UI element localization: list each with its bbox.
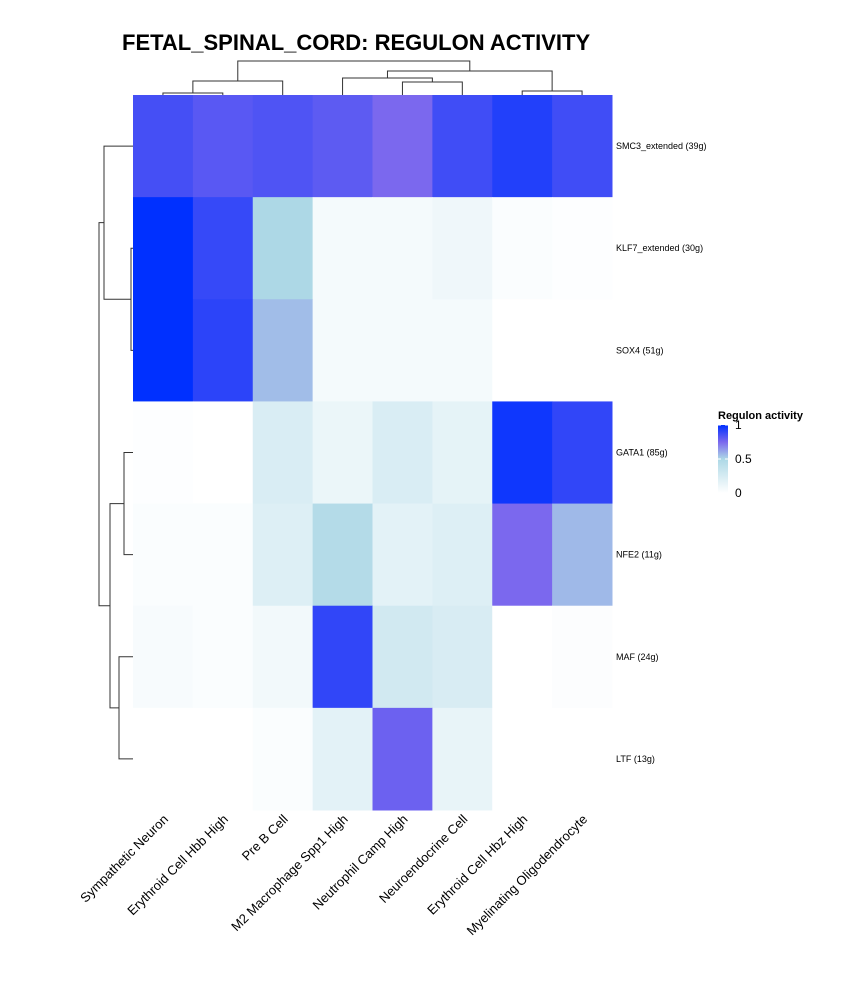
heatmap-cell <box>133 707 194 811</box>
row-labels: SMC3_extended (39g) KLF7_extended (30g) SO… <box>616 141 707 764</box>
heatmap-cell <box>492 503 553 607</box>
heatmap-cell <box>133 401 194 505</box>
dendrogram-branch <box>237 60 471 81</box>
row-label: GATA1 (85g) <box>616 448 668 458</box>
heatmap-cell <box>192 401 254 505</box>
dendrogram-branch <box>342 77 433 95</box>
column-label: Myelinating Oligodendrocyte <box>464 812 591 939</box>
heatmap-cell <box>432 707 493 811</box>
heatmap-cell <box>252 707 314 811</box>
dendrogram-branch <box>521 90 583 95</box>
dendrogram-branch <box>118 656 133 760</box>
heatmap-cell <box>133 95 194 198</box>
heatmap-cell <box>133 197 194 300</box>
heatmap-cell <box>552 95 613 198</box>
legend: Regulon activity 0 0.5 1 <box>718 410 804 500</box>
dendrogram-branch <box>162 92 224 95</box>
heatmap-cell <box>372 197 433 300</box>
heatmap-cell <box>252 95 314 198</box>
heatmap-cell <box>192 503 254 607</box>
dendrogram-branch <box>123 452 133 556</box>
heatmap-cell <box>252 197 314 300</box>
heatmap-cell <box>192 95 254 198</box>
heatmap-cell <box>133 605 194 709</box>
heatmap-cell <box>552 401 613 505</box>
legend-colorbar <box>718 425 728 493</box>
dendrogram-branch <box>109 503 124 709</box>
heatmap-cell <box>312 299 373 402</box>
row-label: SOX4 (51g) <box>616 345 664 355</box>
column-dendrogram <box>162 60 583 95</box>
heatmap-cell <box>492 95 553 198</box>
row-label: NFE2 (11g) <box>616 550 662 560</box>
legend-title: Regulon activity <box>718 410 804 422</box>
heatmap-cell <box>372 707 433 811</box>
heatmap-cell <box>312 707 373 811</box>
legend-tick-label: 0.5 <box>735 452 752 466</box>
heatmap-cell <box>552 707 613 811</box>
row-label: LTF (13g) <box>616 754 655 764</box>
heatmap-cell <box>432 503 493 607</box>
heatmap-cell <box>252 401 314 505</box>
heatmap-cell <box>432 299 493 402</box>
heatmap-cell <box>432 605 493 709</box>
column-label: M2 Macrophage Spp1 High <box>228 812 351 935</box>
heatmap-cell <box>252 503 314 607</box>
heatmap-cells <box>133 95 613 811</box>
heatmap-cell <box>252 299 314 402</box>
legend-tick-label: 0 <box>735 486 742 500</box>
heatmap-cell <box>252 605 314 709</box>
heatmap-cell <box>312 401 373 505</box>
heatmap-cell <box>312 503 373 607</box>
column-label: Pre B Cell <box>239 811 291 863</box>
row-dendrogram <box>98 145 133 760</box>
heatmap-cell <box>432 401 493 505</box>
heatmap-cell <box>372 299 433 402</box>
column-label: Erythroid Cell Hbb High <box>124 812 231 919</box>
heatmap-cell <box>312 95 373 198</box>
heatmap-cell <box>432 197 493 300</box>
heatmap-cell <box>372 95 433 198</box>
row-label: MAF (24g) <box>616 652 659 662</box>
heatmap-cell <box>192 605 254 709</box>
heatmap-cell <box>432 95 493 198</box>
legend-tick-label: 1 <box>735 418 742 432</box>
heatmap-cell <box>312 197 373 300</box>
dendrogram-branch <box>130 247 133 351</box>
heatmap-cell <box>372 503 433 607</box>
heatmap-cell <box>552 503 613 607</box>
dendrogram-branch <box>386 70 553 91</box>
heatmap-cell <box>492 197 553 300</box>
heatmap-cell <box>492 707 553 811</box>
heatmap-cell <box>372 401 433 505</box>
dendrogram-branch <box>98 222 110 607</box>
column-label: Erythroid Cell Hbz High <box>424 812 530 918</box>
heatmap-cell <box>192 197 254 300</box>
heatmap-cell <box>492 299 553 402</box>
row-label: KLF7_extended (30g) <box>616 243 703 253</box>
heatmap-cell <box>552 299 613 402</box>
heatmap-cell <box>492 605 553 709</box>
row-label: SMC3_extended (39g) <box>616 141 707 151</box>
chart-title: FETAL_SPINAL_CORD: REGULON ACTIVITY <box>122 30 590 55</box>
dendrogram-branch <box>401 81 463 95</box>
dendrogram-branch <box>103 145 133 300</box>
heatmap-cell <box>372 605 433 709</box>
heatmap-cell <box>133 299 194 402</box>
heatmap-cell <box>492 401 553 505</box>
heatmap-cell <box>192 299 254 402</box>
heatmap-cell <box>133 503 194 607</box>
heatmap-cell <box>192 707 254 811</box>
heatmap-cell <box>552 605 613 709</box>
heatmap-cell <box>312 605 373 709</box>
heatmap-cell <box>552 197 613 300</box>
